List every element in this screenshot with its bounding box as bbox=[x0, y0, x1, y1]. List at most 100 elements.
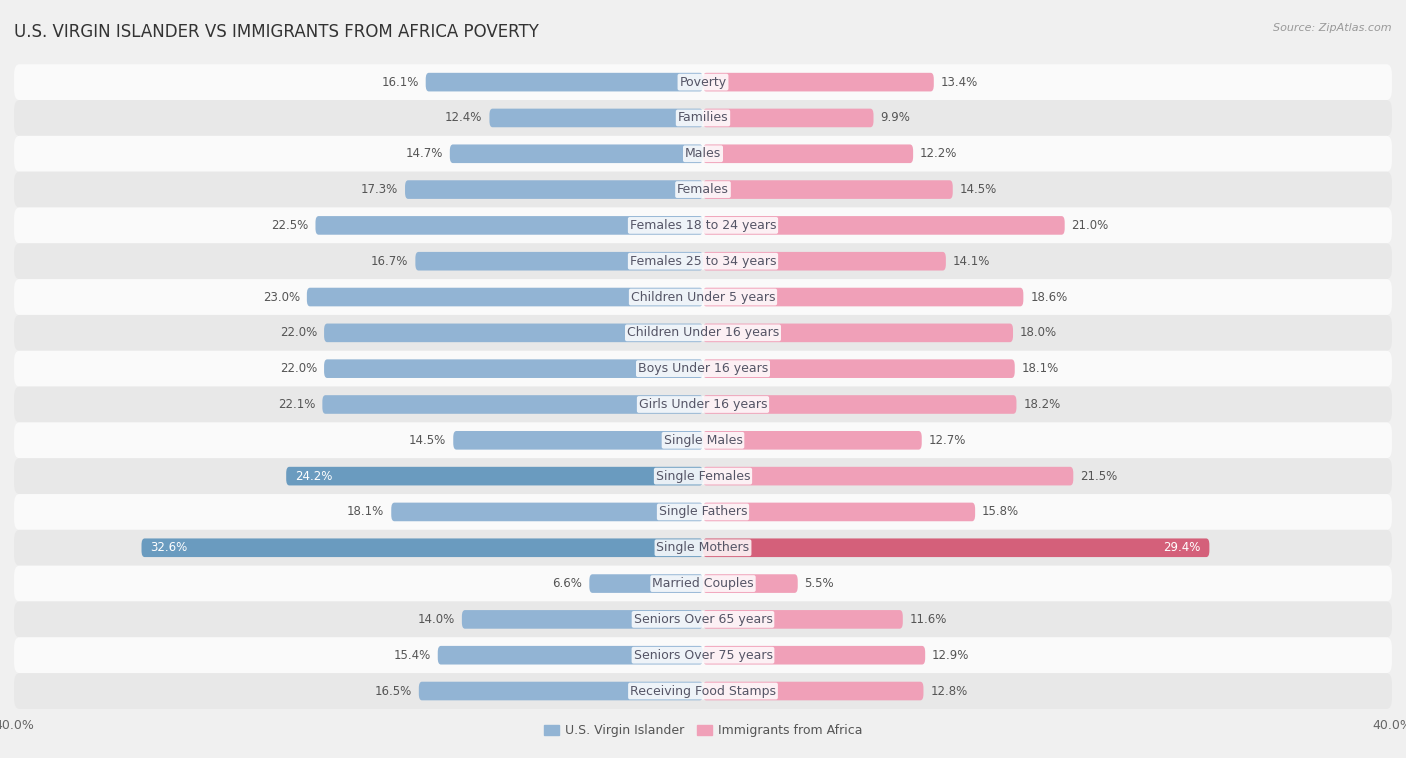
FancyBboxPatch shape bbox=[307, 288, 703, 306]
Text: Seniors Over 65 years: Seniors Over 65 years bbox=[634, 613, 772, 626]
Text: U.S. VIRGIN ISLANDER VS IMMIGRANTS FROM AFRICA POVERTY: U.S. VIRGIN ISLANDER VS IMMIGRANTS FROM … bbox=[14, 23, 538, 41]
FancyBboxPatch shape bbox=[703, 216, 1064, 235]
FancyBboxPatch shape bbox=[14, 459, 1392, 494]
Text: 22.1%: 22.1% bbox=[278, 398, 315, 411]
FancyBboxPatch shape bbox=[703, 252, 946, 271]
Text: Families: Families bbox=[678, 111, 728, 124]
Text: 12.9%: 12.9% bbox=[932, 649, 970, 662]
FancyBboxPatch shape bbox=[703, 431, 922, 449]
Text: 18.1%: 18.1% bbox=[1022, 362, 1059, 375]
Text: 18.2%: 18.2% bbox=[1024, 398, 1060, 411]
FancyBboxPatch shape bbox=[142, 538, 703, 557]
Text: 14.0%: 14.0% bbox=[418, 613, 456, 626]
FancyBboxPatch shape bbox=[426, 73, 703, 92]
FancyBboxPatch shape bbox=[703, 324, 1012, 342]
Text: 21.5%: 21.5% bbox=[1080, 470, 1118, 483]
Text: Poverty: Poverty bbox=[679, 76, 727, 89]
FancyBboxPatch shape bbox=[461, 610, 703, 628]
Text: 15.4%: 15.4% bbox=[394, 649, 430, 662]
Text: 22.5%: 22.5% bbox=[271, 219, 308, 232]
FancyBboxPatch shape bbox=[14, 100, 1392, 136]
Text: 14.1%: 14.1% bbox=[953, 255, 990, 268]
Text: 16.5%: 16.5% bbox=[374, 684, 412, 697]
FancyBboxPatch shape bbox=[703, 575, 797, 593]
Text: 18.6%: 18.6% bbox=[1031, 290, 1067, 303]
FancyBboxPatch shape bbox=[703, 538, 1209, 557]
FancyBboxPatch shape bbox=[323, 324, 703, 342]
Text: 22.0%: 22.0% bbox=[280, 362, 318, 375]
Text: 14.5%: 14.5% bbox=[409, 434, 446, 446]
Text: 6.6%: 6.6% bbox=[553, 577, 582, 590]
Text: 12.8%: 12.8% bbox=[931, 684, 967, 697]
FancyBboxPatch shape bbox=[703, 681, 924, 700]
Text: 13.4%: 13.4% bbox=[941, 76, 979, 89]
Text: Receiving Food Stamps: Receiving Food Stamps bbox=[630, 684, 776, 697]
Text: 12.4%: 12.4% bbox=[446, 111, 482, 124]
FancyBboxPatch shape bbox=[14, 530, 1392, 565]
FancyBboxPatch shape bbox=[14, 351, 1392, 387]
Text: 24.2%: 24.2% bbox=[295, 470, 332, 483]
FancyBboxPatch shape bbox=[703, 180, 953, 199]
Text: Single Mothers: Single Mothers bbox=[657, 541, 749, 554]
Text: Children Under 5 years: Children Under 5 years bbox=[631, 290, 775, 303]
FancyBboxPatch shape bbox=[703, 646, 925, 665]
FancyBboxPatch shape bbox=[391, 503, 703, 522]
FancyBboxPatch shape bbox=[589, 575, 703, 593]
Text: 11.6%: 11.6% bbox=[910, 613, 948, 626]
Text: Boys Under 16 years: Boys Under 16 years bbox=[638, 362, 768, 375]
Legend: U.S. Virgin Islander, Immigrants from Africa: U.S. Virgin Islander, Immigrants from Af… bbox=[538, 719, 868, 742]
FancyBboxPatch shape bbox=[287, 467, 703, 485]
Text: 23.0%: 23.0% bbox=[263, 290, 299, 303]
FancyBboxPatch shape bbox=[453, 431, 703, 449]
Text: 16.7%: 16.7% bbox=[371, 255, 409, 268]
Text: 12.2%: 12.2% bbox=[920, 147, 957, 160]
FancyBboxPatch shape bbox=[703, 145, 912, 163]
Text: 9.9%: 9.9% bbox=[880, 111, 910, 124]
FancyBboxPatch shape bbox=[322, 395, 703, 414]
FancyBboxPatch shape bbox=[703, 395, 1017, 414]
Text: 12.7%: 12.7% bbox=[928, 434, 966, 446]
FancyBboxPatch shape bbox=[703, 610, 903, 628]
FancyBboxPatch shape bbox=[14, 279, 1392, 315]
Text: Single Males: Single Males bbox=[664, 434, 742, 446]
Text: 18.1%: 18.1% bbox=[347, 506, 384, 518]
Text: Source: ZipAtlas.com: Source: ZipAtlas.com bbox=[1274, 23, 1392, 33]
FancyBboxPatch shape bbox=[14, 315, 1392, 351]
FancyBboxPatch shape bbox=[315, 216, 703, 235]
FancyBboxPatch shape bbox=[405, 180, 703, 199]
FancyBboxPatch shape bbox=[14, 136, 1392, 171]
FancyBboxPatch shape bbox=[14, 565, 1392, 602]
FancyBboxPatch shape bbox=[703, 359, 1015, 378]
Text: 21.0%: 21.0% bbox=[1071, 219, 1109, 232]
Text: Females 18 to 24 years: Females 18 to 24 years bbox=[630, 219, 776, 232]
Text: 22.0%: 22.0% bbox=[280, 327, 318, 340]
Text: Females 25 to 34 years: Females 25 to 34 years bbox=[630, 255, 776, 268]
FancyBboxPatch shape bbox=[703, 108, 873, 127]
Text: Married Couples: Married Couples bbox=[652, 577, 754, 590]
Text: 15.8%: 15.8% bbox=[981, 506, 1019, 518]
Text: Seniors Over 75 years: Seniors Over 75 years bbox=[634, 649, 772, 662]
Text: 17.3%: 17.3% bbox=[361, 183, 398, 196]
Text: 29.4%: 29.4% bbox=[1163, 541, 1201, 554]
Text: Girls Under 16 years: Girls Under 16 years bbox=[638, 398, 768, 411]
FancyBboxPatch shape bbox=[14, 243, 1392, 279]
Text: Females: Females bbox=[678, 183, 728, 196]
FancyBboxPatch shape bbox=[14, 387, 1392, 422]
FancyBboxPatch shape bbox=[703, 467, 1073, 485]
Text: Single Fathers: Single Fathers bbox=[659, 506, 747, 518]
FancyBboxPatch shape bbox=[450, 145, 703, 163]
FancyBboxPatch shape bbox=[489, 108, 703, 127]
FancyBboxPatch shape bbox=[14, 208, 1392, 243]
FancyBboxPatch shape bbox=[437, 646, 703, 665]
Text: 18.0%: 18.0% bbox=[1019, 327, 1057, 340]
Text: 14.5%: 14.5% bbox=[960, 183, 997, 196]
FancyBboxPatch shape bbox=[419, 681, 703, 700]
FancyBboxPatch shape bbox=[14, 171, 1392, 208]
Text: 5.5%: 5.5% bbox=[804, 577, 834, 590]
FancyBboxPatch shape bbox=[703, 288, 1024, 306]
FancyBboxPatch shape bbox=[703, 73, 934, 92]
Text: 32.6%: 32.6% bbox=[150, 541, 187, 554]
FancyBboxPatch shape bbox=[14, 494, 1392, 530]
FancyBboxPatch shape bbox=[415, 252, 703, 271]
FancyBboxPatch shape bbox=[14, 673, 1392, 709]
